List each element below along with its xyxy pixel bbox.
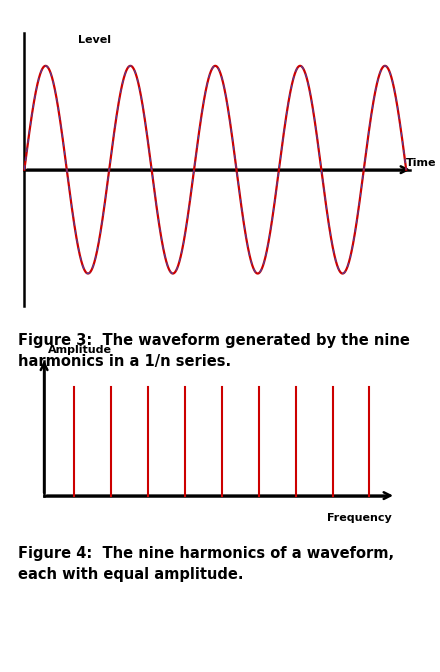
Text: Figure 4:  The nine harmonics of a waveform,
each with equal amplitude.: Figure 4: The nine harmonics of a wavefo… (18, 546, 394, 582)
Text: Figure 3:  The waveform generated by the nine
harmonics in a 1/n series.: Figure 3: The waveform generated by the … (18, 333, 410, 369)
Text: Frequency: Frequency (327, 513, 392, 523)
Text: Level: Level (78, 36, 111, 46)
Text: Amplitude: Amplitude (48, 345, 112, 355)
Text: Time: Time (406, 157, 437, 167)
